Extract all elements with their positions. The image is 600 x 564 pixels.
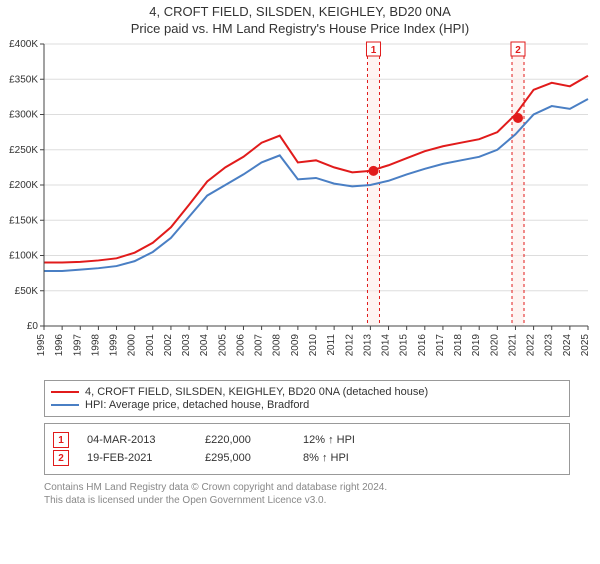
svg-text:2019: 2019: [471, 334, 482, 357]
svg-text:£350K: £350K: [9, 74, 38, 85]
svg-text:2009: 2009: [290, 334, 301, 357]
sale-date: 04-MAR-2013: [87, 434, 187, 446]
svg-text:1996: 1996: [54, 334, 65, 357]
svg-text:£250K: £250K: [9, 145, 38, 156]
svg-text:2005: 2005: [217, 334, 228, 357]
svg-text:2017: 2017: [435, 334, 446, 357]
svg-text:2022: 2022: [526, 334, 537, 357]
svg-text:2023: 2023: [544, 334, 555, 357]
svg-text:£150K: £150K: [9, 215, 38, 226]
svg-text:£100K: £100K: [9, 251, 38, 262]
svg-text:£50K: £50K: [15, 286, 39, 297]
sales-table: 1 04-MAR-2013 £220,000 12% ↑ HPI 2 19-FEB-202…: [44, 423, 570, 475]
footnote: Contains HM Land Registry data © Crown c…: [44, 481, 570, 507]
legend: 4, CROFT FIELD, SILSDEN, KEIGHLEY, BD20 …: [44, 380, 570, 417]
svg-text:2014: 2014: [381, 334, 392, 357]
price-vs-hpi-chart: £0 £50K £100K £150K £200K £250K £300K £350K £400…: [0, 36, 600, 376]
svg-text:2020: 2020: [489, 334, 500, 357]
svg-text:£400K: £400K: [9, 39, 38, 50]
svg-text:2015: 2015: [399, 334, 410, 357]
legend-label: HPI: Average price, detached house, Brad…: [85, 399, 309, 411]
chart-subtitle-line2: Price paid vs. HM Land Registry's House …: [0, 21, 600, 36]
svg-text:£0: £0: [27, 321, 39, 332]
sale-delta: 8% ↑ HPI: [303, 452, 349, 464]
chart-title-line1: 4, CROFT FIELD, SILSDEN, KEIGHLEY, BD20 …: [0, 4, 600, 19]
legend-row: 4, CROFT FIELD, SILSDEN, KEIGHLEY, BD20 …: [51, 386, 563, 398]
svg-text:2001: 2001: [145, 334, 156, 357]
svg-text:2021: 2021: [507, 334, 518, 357]
sale-date: 19-FEB-2021: [87, 452, 187, 464]
sale-marker: 2: [53, 450, 69, 466]
legend-row: HPI: Average price, detached house, Brad…: [51, 399, 563, 411]
svg-text:2011: 2011: [326, 334, 337, 356]
svg-text:2016: 2016: [417, 334, 428, 357]
svg-text:2002: 2002: [163, 334, 174, 357]
svg-text:2012: 2012: [344, 334, 355, 357]
svg-text:2: 2: [515, 45, 521, 56]
legend-swatch: [51, 391, 79, 393]
svg-text:2004: 2004: [199, 334, 210, 357]
svg-text:2008: 2008: [272, 334, 283, 357]
svg-text:£300K: £300K: [9, 110, 38, 121]
sale-marker: 1: [53, 432, 69, 448]
svg-text:1995: 1995: [36, 334, 47, 357]
footnote-line2: This data is licensed under the Open Gov…: [44, 494, 570, 507]
svg-text:2013: 2013: [362, 334, 373, 357]
svg-text:2003: 2003: [181, 334, 192, 357]
svg-text:2007: 2007: [254, 334, 265, 357]
sale-delta: 12% ↑ HPI: [303, 434, 355, 446]
svg-text:2024: 2024: [562, 334, 573, 357]
svg-text:1: 1: [371, 45, 377, 56]
legend-label: 4, CROFT FIELD, SILSDEN, KEIGHLEY, BD20 …: [85, 386, 428, 398]
sale-row: 1 04-MAR-2013 £220,000 12% ↑ HPI: [53, 432, 561, 448]
svg-text:2025: 2025: [580, 334, 591, 357]
footnote-line1: Contains HM Land Registry data © Crown c…: [44, 481, 570, 494]
svg-text:1997: 1997: [72, 334, 83, 357]
svg-text:2018: 2018: [453, 334, 464, 357]
sale-price: £220,000: [205, 434, 285, 446]
svg-text:£200K: £200K: [9, 180, 38, 191]
svg-text:1999: 1999: [109, 334, 120, 357]
sale-price: £295,000: [205, 452, 285, 464]
svg-text:2010: 2010: [308, 334, 319, 357]
legend-swatch: [51, 404, 79, 406]
svg-text:1998: 1998: [90, 334, 101, 357]
svg-text:2006: 2006: [235, 334, 246, 357]
sale-row: 2 19-FEB-2021 £295,000 8% ↑ HPI: [53, 450, 561, 466]
svg-text:2000: 2000: [127, 334, 138, 357]
